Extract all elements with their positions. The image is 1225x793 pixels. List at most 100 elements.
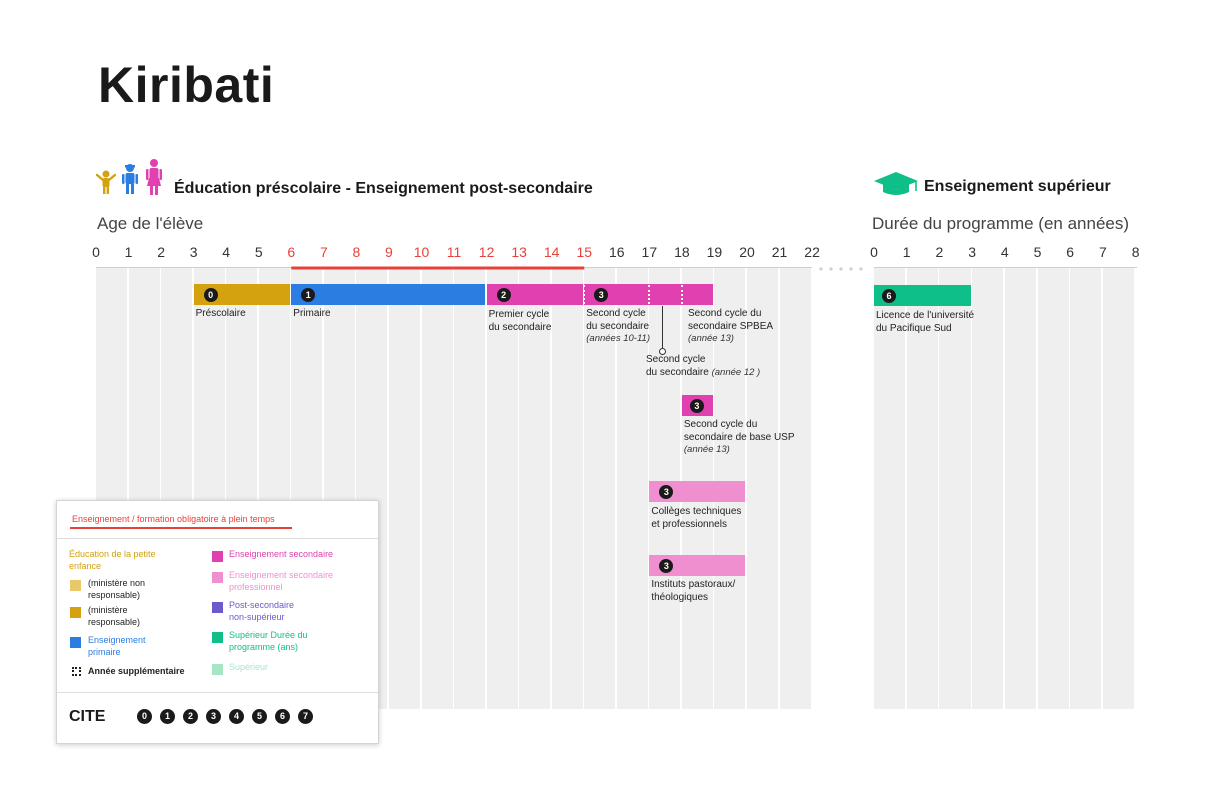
axis-break-dots — [819, 267, 863, 271]
age-tick-label: 13 — [511, 244, 527, 260]
bar-licence: 6 — [874, 285, 971, 306]
age-tick-label: 6 — [287, 244, 296, 260]
age-tick-label: 19 — [706, 244, 723, 260]
cite-badge: 6 — [882, 289, 896, 303]
legend-item-label: Enseignement primaire — [88, 635, 146, 657]
legend-swatch — [70, 580, 81, 591]
extra-year-divider — [680, 285, 683, 304]
duration-tick-label: 5 — [1033, 244, 1042, 260]
legend-compulsory-title: Enseignement / formation obligatoire à p… — [72, 514, 275, 524]
legend-divider-top — [57, 538, 378, 539]
right-axis-title: Durée du programme (en années) — [872, 214, 1130, 233]
duration-tick-label: 4 — [1000, 244, 1009, 260]
grid-column — [779, 268, 811, 709]
age-tick-label: 22 — [804, 244, 820, 260]
left-axis-title: Age de l'élève — [97, 214, 204, 233]
legend-swatch — [212, 664, 223, 675]
grid-column — [421, 268, 453, 709]
bar-instituts-pastoraux: 3 — [649, 555, 746, 576]
legend-ece-heading: Éducation de la petite enfance — [69, 549, 156, 571]
age-tick-label: 17 — [641, 244, 658, 260]
graduation-cap-icon — [874, 172, 918, 195]
label-second-cycle: Second cycle du secondaire (années 10-11) — [586, 308, 650, 344]
label-second-cycle-usp: Second cycle du secondaire de base USP (an… — [683, 419, 795, 455]
annee12-label: Second cycle du secondaire (année 12 ) — [646, 354, 761, 378]
legend-swatch — [212, 632, 223, 643]
legend-swatch — [212, 551, 223, 562]
grid-column — [388, 268, 420, 709]
age-tick-label: 8 — [352, 244, 361, 260]
age-tick-label: 9 — [385, 244, 393, 260]
cite-level-dot: 4 — [229, 709, 244, 724]
bar-prescolaire: 0 — [193, 284, 290, 305]
legend-swatch — [212, 572, 223, 583]
extra-year-divider — [583, 285, 586, 304]
age-tick-label: 15 — [576, 244, 593, 260]
age-tick-label: 7 — [319, 244, 328, 260]
legend-item-label: (ministère non responsable) — [88, 578, 146, 600]
grid-column — [747, 268, 779, 709]
label-instituts-pastoraux: Instituts pastoraux/théologiques — [651, 579, 736, 603]
spbea-label: Second cycle du secondaire SPBEA (année 13… — [688, 308, 774, 344]
grid-column — [972, 268, 1004, 709]
cite-level-dot: 7 — [298, 709, 313, 724]
legend-swatch — [70, 637, 81, 648]
children-icon — [96, 159, 162, 195]
age-tick-label: 16 — [609, 244, 625, 260]
legend-swatch — [212, 602, 223, 613]
age-tick-label: 11 — [446, 244, 462, 260]
legend-item-label: Supérieur — [229, 662, 269, 672]
age-tick-label: 5 — [254, 244, 263, 260]
cite-badge: 3 — [594, 288, 609, 302]
age-tick-label: 0 — [92, 244, 100, 260]
cite-level-dot: 6 — [275, 709, 290, 724]
grid-column — [874, 268, 906, 709]
cite-badge: 1 — [301, 288, 316, 302]
age-tick-label: 20 — [739, 244, 755, 260]
grid-column — [616, 268, 648, 709]
country-title: Kiribati — [98, 57, 275, 113]
cite-level-dot: 3 — [206, 709, 221, 724]
legend-compulsory-line — [70, 527, 292, 529]
grid-column — [454, 268, 486, 709]
duration-tick-label: 6 — [1066, 244, 1075, 260]
cite-level-dot: 1 — [160, 709, 175, 724]
age-tick-label: 18 — [674, 244, 690, 260]
legend-swatch — [70, 607, 81, 618]
legend-item-label: (ministère responsable) — [88, 605, 141, 627]
age-tick-label: 14 — [543, 244, 560, 260]
duration-tick-label: 3 — [968, 244, 976, 260]
legend-item-label: Supérieur Durée du programme (ans) — [229, 630, 308, 652]
age-tick-label: 2 — [157, 244, 165, 260]
duration-tick-label: 1 — [902, 244, 911, 260]
cite-badge: 3 — [689, 399, 704, 413]
bar-second-cycle: 3 — [584, 284, 713, 305]
cite-badge: 2 — [496, 288, 511, 302]
extra-year-divider — [648, 285, 651, 304]
age-tick-label: 3 — [189, 244, 198, 260]
duration-tick-label: 7 — [1098, 244, 1107, 260]
cite-label: CITE — [69, 708, 106, 725]
extra-year-swatch — [72, 667, 81, 676]
grid-column — [1070, 268, 1102, 709]
grid-column — [939, 268, 971, 709]
grid-column — [584, 268, 616, 709]
left-section-title: Éducation préscolaire - Enseignement pos… — [174, 180, 593, 197]
legend-item-label: Post-secondaire non-supérieur — [229, 600, 295, 622]
age-tick-label: 1 — [124, 244, 133, 260]
right-section-title: Enseignement supérieur — [924, 178, 1111, 195]
grid-column — [519, 268, 551, 709]
label-premier-cycle: Premier cycle du secondaire — [488, 309, 552, 333]
duration-tick-label: 8 — [1131, 244, 1140, 260]
cite-level-dot: 0 — [137, 709, 152, 724]
legend-item-label: Année supplémentaire — [88, 666, 185, 676]
bar-second-cycle-usp: 3 — [681, 395, 713, 416]
legend-panel: Enseignement / formation obligatoire à p… — [56, 500, 379, 744]
label-colleges-techniques: Collèges techniques et professionnels — [651, 506, 742, 530]
grid-column — [486, 268, 518, 709]
bar-primaire: 1 — [291, 284, 486, 305]
label-primaire: Primaire — [293, 308, 331, 319]
grid-column — [906, 268, 938, 709]
cite-badge: 3 — [659, 485, 674, 499]
grid-column — [1004, 268, 1036, 709]
